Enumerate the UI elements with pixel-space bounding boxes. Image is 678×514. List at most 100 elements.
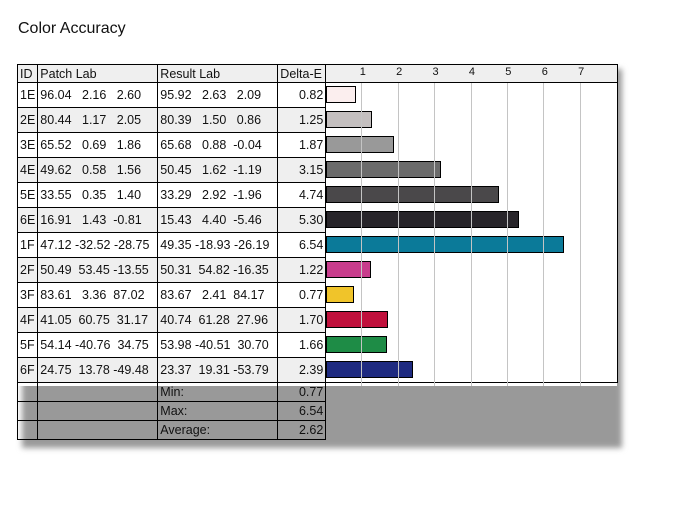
table-row: 6E 16.91 1.43 -0.81 15.43 4.40 -5.46 5.3… [16,207,619,233]
row-patch-lab: 33.55 0.35 1.40 [37,182,159,208]
row-patch-lab: 80.44 1.17 2.05 [37,107,159,133]
header-id: ID [16,64,39,83]
row-chart-cell [325,157,619,183]
summary-chart-blank [325,382,618,402]
row-chart-cell [325,232,619,258]
row-delta-e: 1.66 [277,332,327,358]
delta-e-bar [326,260,371,278]
row-chart-cell [325,357,619,383]
summary-label: Average: [157,420,279,440]
row-delta-e: 1.70 [277,307,327,333]
row-result-lab: 80.39 1.50 0.86 [157,107,279,133]
summary-blank [37,420,159,440]
chart-axis: 1 2 3 4 5 6 7 [325,64,619,83]
delta-e-bar [326,160,441,178]
row-result-lab: 23.37 19.31 -53.79 [157,357,279,383]
row-id: 2E [16,107,39,133]
summary-chart-blank [325,420,618,440]
axis-tick-label: 6 [541,66,548,78]
row-chart-cell [325,257,619,283]
row-id: 2F [16,257,39,283]
row-result-lab: 15.43 4.40 -5.46 [157,207,279,233]
row-result-lab: 83.67 2.41 84.17 [157,282,279,308]
row-id: 1F [16,232,39,258]
row-patch-lab: 16.91 1.43 -0.81 [37,207,159,233]
row-chart-cell [325,282,619,308]
axis-tick-label: 5 [505,66,512,78]
delta-e-bar [326,210,520,228]
row-delta-e: 6.54 [277,232,327,258]
row-chart-cell [325,132,619,158]
row-id: 3E [16,132,39,158]
delta-e-bar [326,310,389,328]
row-id: 6E [16,207,39,233]
summary-blank [37,382,159,402]
row-delta-e: 5.30 [277,207,327,233]
row-chart-cell [325,107,619,133]
axis-tick-label: 7 [578,66,585,78]
row-delta-e: 1.22 [277,257,327,283]
table-row: 5E 33.55 0.35 1.40 33.29 2.92 -1.96 4.74 [16,182,619,208]
row-patch-lab: 83.61 3.36 87.02 [37,282,159,308]
delta-e-bar [326,235,565,253]
axis-tick-label: 2 [396,66,403,78]
row-result-lab: 53.98 -40.51 30.70 [157,332,279,358]
summary-label: Max: [157,401,279,421]
header-delta-e: Delta-E [277,64,327,83]
row-id: 4E [16,157,39,183]
table-row: 2F 50.49 53.45 -13.55 50.31 54.82 -16.35… [16,257,619,283]
summary-chart-blank [325,401,618,421]
table-row: 1E 96.04 2.16 2.60 95.92 2.63 2.09 0.82 [16,82,619,108]
delta-e-bar [326,110,372,128]
row-chart-cell [325,332,619,358]
summary-id [16,420,39,440]
table-row: 6F 24.75 13.78 -49.48 23.37 19.31 -53.79… [16,357,619,383]
summary-value: 0.77 [277,382,327,402]
row-patch-lab: 41.05 60.75 31.17 [37,307,159,333]
delta-e-bar [326,135,395,153]
row-delta-e: 2.39 [277,357,327,383]
summary-value: 2.62 [277,420,327,440]
delta-e-bar [326,335,387,353]
row-delta-e: 0.77 [277,282,327,308]
row-id: 1E [16,82,39,108]
row-result-lab: 95.92 2.63 2.09 [157,82,279,108]
summary-id [16,401,39,421]
row-result-lab: 65.68 0.88 -0.04 [157,132,279,158]
table-row: 5F 54.14 -40.76 34.75 53.98 -40.51 30.70… [16,332,619,358]
row-chart-cell [325,82,619,108]
row-result-lab: 49.35 -18.93 -26.19 [157,232,279,258]
row-delta-e: 3.15 [277,157,327,183]
row-patch-lab: 96.04 2.16 2.60 [37,82,159,108]
row-chart-cell [325,182,619,208]
row-patch-lab: 49.62 0.58 1.56 [37,157,159,183]
table-row: 3F 83.61 3.36 87.02 83.67 2.41 84.17 0.7… [16,282,619,308]
header-result-lab: Result Lab [157,64,279,83]
axis-tick-label: 3 [432,66,439,78]
row-patch-lab: 50.49 53.45 -13.55 [37,257,159,283]
summary-value: 6.54 [277,401,327,421]
row-chart-cell [325,207,619,233]
header-patch-lab: Patch Lab [37,64,159,83]
row-patch-lab: 47.12 -32.52 -28.75 [37,232,159,258]
row-id: 3F [16,282,39,308]
row-id: 5E [16,182,39,208]
table-row: 2E 80.44 1.17 2.05 80.39 1.50 0.86 1.25 [16,107,619,133]
axis-tick-label: 4 [468,66,476,78]
summary-row: Min: 0.77 [16,382,618,402]
header-row: ID Patch Lab Result Lab Delta-E 1 2 3 4 5 6 7 [16,64,619,83]
summary-id [16,382,39,402]
row-chart-cell [325,307,619,333]
table-row: 4F 41.05 60.75 31.17 40.74 61.28 27.96 1… [16,307,619,333]
row-delta-e: 4.74 [277,182,327,208]
table-row: 3E 65.52 0.69 1.86 65.68 0.88 -0.04 1.87 [16,132,619,158]
row-result-lab: 50.31 54.82 -16.35 [157,257,279,283]
row-patch-lab: 65.52 0.69 1.86 [37,132,159,158]
row-result-lab: 33.29 2.92 -1.96 [157,182,279,208]
delta-e-bar [326,185,499,203]
row-delta-e: 1.87 [277,132,327,158]
axis-tick-label: 1 [359,66,366,78]
row-result-lab: 50.45 1.62 -1.19 [157,157,279,183]
summary-blank [37,401,159,421]
